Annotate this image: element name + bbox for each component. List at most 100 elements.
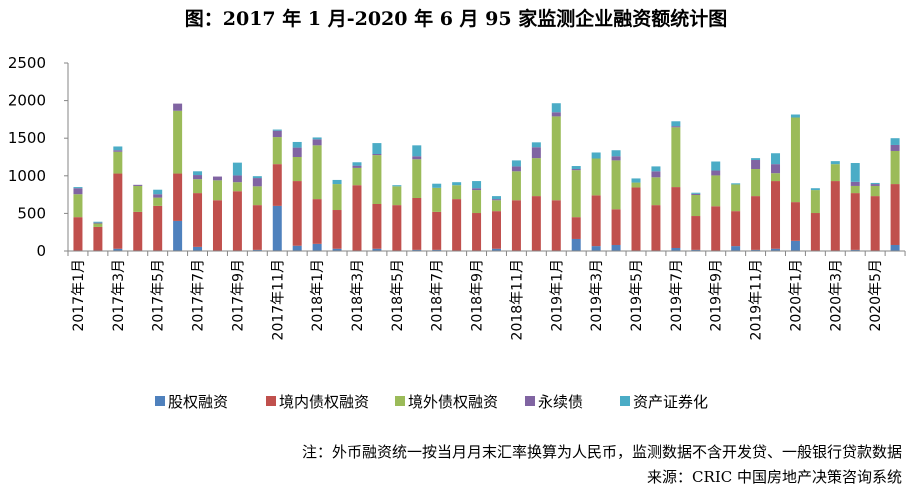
- bar-segment-1: [113, 248, 123, 251]
- bar-segment-2: [292, 181, 302, 246]
- bar-segment-5: [232, 162, 242, 176]
- legend-label: 境内债权融资: [279, 393, 369, 411]
- bar-segment-5: [731, 183, 741, 185]
- bar-segment-2: [631, 187, 641, 251]
- y-tick-label: 1500: [8, 129, 46, 147]
- bar-segment-4: [472, 188, 482, 191]
- bar-segment-5: [711, 161, 721, 171]
- bar-segment-5: [472, 181, 482, 189]
- x-tick-label: 2018年7月: [430, 259, 446, 332]
- bar-segment-4: [133, 184, 143, 186]
- bar-segment-5: [73, 187, 83, 189]
- bar-segment-5: [890, 138, 900, 145]
- bar-segment-2: [193, 193, 203, 247]
- bar-segment-2: [591, 195, 601, 247]
- bar-segment-1: [691, 249, 701, 251]
- bar-segment-2: [412, 197, 422, 250]
- bar-segment-3: [611, 160, 621, 210]
- bar-segment-5: [372, 143, 382, 154]
- bar-segment-3: [771, 173, 781, 182]
- bar-segment-3: [810, 190, 820, 214]
- bar-segment-2: [312, 199, 322, 244]
- bar-segment-2: [870, 196, 880, 251]
- bar-segment-3: [452, 185, 462, 200]
- bar-segment-4: [212, 176, 222, 181]
- legend-label: 资产证券化: [633, 393, 708, 411]
- x-tick-label: 2018年1月: [310, 259, 326, 332]
- bar-segment-5: [332, 179, 342, 185]
- bar-segment-3: [850, 185, 860, 194]
- y-axis: 0 500 1000 1500 2000 2500: [8, 54, 69, 260]
- legend-swatch-1: [155, 396, 165, 406]
- bar-segment-1: [432, 249, 442, 251]
- bar-segment-2: [890, 184, 900, 245]
- bar-segment-1: [173, 220, 183, 251]
- bar-segment-4: [611, 156, 621, 161]
- bar-segment-4: [312, 139, 322, 146]
- bar-segment-2: [232, 191, 242, 251]
- bar-segment-1: [751, 249, 761, 251]
- x-tick-label: 2018年3月: [350, 259, 366, 332]
- bar-segment-5: [830, 161, 840, 165]
- bar-segment-5: [272, 129, 282, 131]
- bar-segment-5: [790, 114, 800, 118]
- bar-segment-2: [751, 196, 761, 250]
- bar-segment-1: [850, 249, 860, 251]
- bar-segment-1: [412, 249, 422, 251]
- bar-segment-5: [651, 166, 661, 172]
- x-tick-label: 2019年3月: [589, 259, 605, 332]
- bar-segment-2: [571, 217, 581, 239]
- bar-segment-3: [631, 182, 641, 188]
- bar-segment-4: [352, 165, 362, 168]
- bar-segment-3: [73, 194, 83, 218]
- bar-segment-4: [890, 144, 900, 151]
- legend-label: 境外债权融资: [408, 393, 498, 411]
- bar-segment-2: [790, 202, 800, 241]
- x-tick-label: 2017年5月: [151, 259, 167, 332]
- bar-segment-3: [511, 171, 521, 201]
- bar-segment-3: [731, 184, 741, 212]
- bar-segment-5: [352, 162, 362, 166]
- bar-segment-3: [711, 175, 721, 207]
- bar-segment-4: [571, 169, 581, 171]
- y-tick-label: 2500: [8, 54, 46, 72]
- bar-segment-2: [173, 173, 183, 221]
- bar-segment-2: [93, 226, 103, 251]
- x-tick-label: 2017年11月: [270, 259, 286, 340]
- legend-swatch-5: [620, 396, 630, 406]
- bar-segment-3: [292, 157, 302, 182]
- bar-segment-3: [212, 180, 222, 201]
- x-tick-label: 2019年1月: [549, 259, 565, 332]
- bar-segment-2: [332, 210, 342, 249]
- bar-segment-3: [591, 158, 601, 196]
- bar-segment-5: [551, 103, 561, 113]
- bar-segment-5: [252, 176, 262, 179]
- bar-segment-5: [312, 137, 322, 140]
- bar-segment-4: [412, 156, 422, 160]
- bar-segment-5: [292, 141, 302, 148]
- bar-segment-2: [432, 211, 442, 250]
- x-tick-label: 2018年9月: [470, 259, 486, 332]
- bar-segment-2: [252, 205, 262, 250]
- bar-segment-3: [432, 187, 442, 212]
- bar-segment-2: [212, 200, 222, 251]
- bar-segment-4: [751, 160, 761, 170]
- x-tick-label: 2020年1月: [788, 259, 804, 332]
- bar-segment-2: [671, 187, 681, 248]
- bar-segment-3: [890, 150, 900, 185]
- bar-segment-2: [73, 217, 83, 251]
- y-tick-label: 500: [17, 204, 46, 222]
- bar-segment-2: [392, 205, 402, 251]
- bar-segment-1: [611, 244, 621, 251]
- bar-segment-4: [870, 184, 880, 186]
- bar-segment-1: [491, 248, 501, 251]
- bar-segment-3: [312, 145, 322, 200]
- bar-segment-4: [531, 147, 541, 159]
- bar-segment-1: [252, 249, 262, 251]
- bar-segment-1: [372, 248, 382, 251]
- bar-segment-4: [193, 175, 203, 180]
- bar-segment-4: [272, 130, 282, 138]
- y-tick-label: 2000: [8, 92, 46, 110]
- bar-segment-5: [452, 182, 462, 186]
